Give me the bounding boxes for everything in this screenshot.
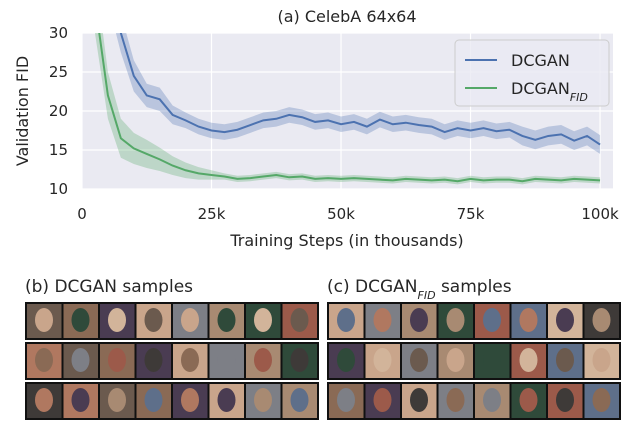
series-line [119, 33, 601, 146]
series-line [98, 33, 601, 183]
sample-face [519, 308, 538, 332]
y-axis-label: Validation FID [13, 56, 32, 166]
sample-face [144, 308, 163, 332]
y-tick-label: 15 [49, 141, 68, 159]
sample-face [108, 348, 126, 372]
sample-face [592, 308, 611, 332]
sample-face [108, 308, 126, 332]
sample-face [592, 348, 611, 372]
legend-box [454, 39, 610, 107]
panel-caption: (c) DCGANFID samples [327, 277, 512, 302]
sample-face [483, 348, 501, 372]
sample-face [519, 348, 538, 372]
y-tick-label: 10 [49, 180, 68, 198]
sample-face [556, 388, 574, 412]
sample-face [290, 388, 309, 412]
y-tick-label: 30 [49, 24, 68, 42]
sample-face [217, 348, 236, 372]
sample-face [217, 308, 236, 332]
sample-face [446, 308, 465, 332]
x-tick-label: 100k [581, 205, 619, 223]
sample-face [410, 348, 428, 372]
x-tick-label: 75k [457, 205, 485, 223]
panel-caption: (b) DCGAN samples [25, 277, 193, 297]
sample-face [483, 388, 501, 412]
sample-face [446, 348, 465, 372]
sample-face [108, 388, 126, 412]
sample-face [373, 308, 392, 332]
legend-name: DCGAN [511, 51, 570, 70]
sample-face [373, 388, 392, 412]
sample-face [519, 388, 538, 412]
sample-face [556, 348, 574, 372]
x-tick-label: 0 [77, 205, 87, 223]
sample-face [592, 388, 611, 412]
caption-text: (b) DCGAN samples [25, 277, 193, 297]
sample-face [35, 388, 53, 412]
sample-face [217, 388, 236, 412]
sample-face [71, 348, 90, 372]
sample-face [556, 308, 574, 332]
caption-text: (c) DCGAN [327, 277, 418, 297]
chart-title: (a) CelebA 64x64 [277, 7, 416, 26]
caption-subscript: FID [418, 289, 436, 302]
sample-face [35, 308, 53, 332]
sample-face [71, 308, 90, 332]
sample-face [144, 388, 163, 412]
sample-face [483, 308, 501, 332]
sample-face [71, 388, 90, 412]
y-tick-label: 20 [49, 102, 68, 120]
sample-face [181, 388, 199, 412]
x-axis-label: Training Steps (in thousands) [229, 231, 463, 250]
error-band [115, 33, 601, 154]
sample-face [181, 348, 199, 372]
sample-face [373, 348, 392, 372]
sample-face [35, 348, 53, 372]
sample-face [446, 388, 465, 412]
legend-name: DCGAN [511, 79, 570, 98]
caption-text: samples [436, 277, 512, 297]
sample-face [144, 348, 163, 372]
sample-face [181, 308, 199, 332]
sample-face [254, 348, 272, 372]
sample-face [254, 308, 272, 332]
legend-label: DCGAN [511, 51, 570, 70]
sample-face [254, 388, 272, 412]
x-tick-label: 50k [327, 205, 355, 223]
sample-face [290, 348, 309, 372]
x-tick-label: 25k [198, 205, 226, 223]
legend-subscript: FID [570, 91, 588, 104]
sample-face [410, 308, 428, 332]
sample-face [290, 308, 309, 332]
series-layer [94, 33, 601, 185]
y-tick-label: 25 [49, 63, 68, 81]
sample-face [410, 388, 428, 412]
legend-label: DCGANFID [511, 79, 588, 104]
sample-face [337, 308, 355, 332]
sample-face [337, 388, 355, 412]
sample-face [337, 348, 355, 372]
sample-grids [25, 302, 621, 420]
